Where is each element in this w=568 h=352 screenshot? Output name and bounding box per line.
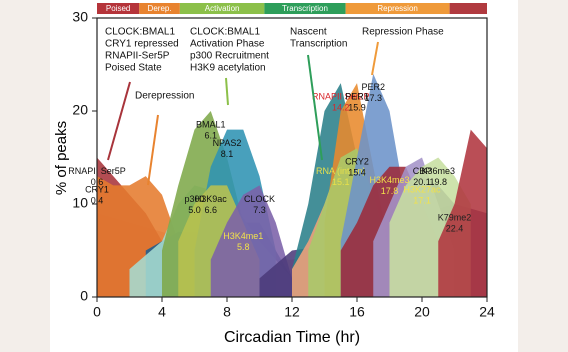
series-value: 19.8	[429, 177, 447, 187]
annotation: Activation Phase	[190, 39, 265, 50]
arrow	[225, 77, 229, 106]
series-value: 17.1	[413, 195, 431, 205]
y-tick-label: 0	[80, 288, 88, 304]
y-axis-label: % of peaks	[53, 121, 70, 195]
series-value: 17.3	[364, 93, 382, 103]
side-panel	[518, 0, 568, 352]
series-label: RNA (intron)	[316, 166, 366, 176]
series-label: H3K4me1	[223, 231, 263, 241]
annotation: Poised State	[105, 63, 162, 74]
y-tick-label: 10	[72, 195, 88, 211]
annotation: p300 Recruitment	[190, 51, 269, 62]
annotation: CLOCK:BMAL1	[105, 27, 175, 38]
phase-label: Transcription	[282, 4, 328, 13]
series-label: p300	[184, 194, 204, 204]
annotation: Repression Phase	[362, 27, 444, 38]
phase-label: Activation	[205, 4, 240, 13]
series-value: 17.8	[381, 186, 399, 196]
x-axis-label: Circadian Time (hr)	[224, 329, 360, 346]
x-tick-label: 8	[223, 304, 231, 320]
arrows	[107, 41, 379, 186]
annotation: RNAPII-Ser5P	[105, 51, 170, 62]
series-value: 14.2	[332, 102, 350, 112]
arrow	[307, 54, 323, 161]
x-tick-label: 20	[414, 304, 430, 320]
series-label: CBP	[413, 166, 432, 176]
series-value: 15.4	[348, 168, 366, 178]
x-tick-label: 24	[479, 304, 495, 320]
series-value: 7.3	[253, 205, 266, 215]
phase-segment	[97, 3, 140, 14]
annotation: Derepression	[135, 91, 194, 102]
x-tick-label: 0	[93, 304, 101, 320]
annotation: Nascent	[290, 27, 327, 38]
series-value: 15.1	[332, 177, 350, 187]
phase-segment	[345, 3, 450, 14]
series-label: H3K4me3	[369, 175, 409, 185]
phase-label: Poised	[106, 4, 130, 13]
series-label: BMAL1	[196, 119, 226, 129]
x-tick-label: 16	[349, 304, 365, 320]
series-label: K79me2	[438, 212, 472, 222]
arrow	[147, 114, 159, 186]
series-value: 15.9	[348, 102, 366, 112]
arrow	[107, 81, 131, 161]
x-tick-label: 4	[158, 304, 166, 320]
side-panel	[0, 0, 50, 352]
series-label: H3K9ac	[195, 194, 228, 204]
series-label: NPAS2	[213, 138, 242, 148]
y-tick-label: 20	[72, 102, 88, 118]
annotation: H3K9 acetylation	[190, 63, 266, 74]
series-label: PER2	[361, 82, 385, 92]
series-value: 6.6	[204, 205, 217, 215]
series-label: PER1	[345, 91, 369, 101]
phase-segment	[179, 3, 265, 14]
phase-segment	[449, 3, 487, 14]
annotation: Transcription	[290, 39, 347, 50]
area	[438, 129, 487, 297]
series-label: CRY2	[345, 157, 369, 167]
phase-segment	[264, 3, 346, 14]
y-tick-label: 30	[72, 9, 88, 25]
series-value: 20.1	[413, 177, 431, 187]
annotation: CLOCK:BMAL1	[190, 27, 260, 38]
series-value: 8.1	[221, 149, 234, 159]
series-label: CLOCK	[244, 194, 275, 204]
series-value: 5.0	[188, 205, 201, 215]
series-value: 6.1	[204, 130, 217, 140]
arrow	[371, 41, 379, 76]
phase-segment	[139, 3, 180, 14]
x-tick-label: 12	[284, 304, 300, 320]
series-label: RNAPII Ser2P	[312, 91, 370, 101]
series-label: K36me3	[421, 166, 455, 176]
series-value: 22.4	[446, 223, 464, 233]
series-value: 5.8	[237, 242, 250, 252]
phase-label: Derep.	[148, 4, 172, 13]
phase-label: Repression	[377, 4, 417, 13]
series-label: H3K27ac	[403, 184, 441, 194]
annotation: CRY1 repressed	[105, 39, 179, 50]
